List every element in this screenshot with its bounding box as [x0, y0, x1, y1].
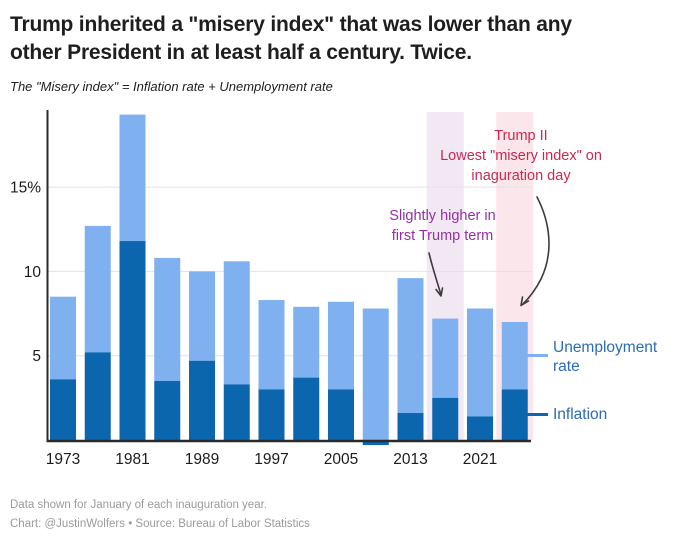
legend-connector-unemployment	[527, 354, 548, 357]
x-axis-labels: 1973 1981 1989 1997 2005 2013 2021	[46, 451, 497, 468]
x-tick-label-1997: 1997	[254, 451, 288, 468]
x-tick-label-2013: 2013	[393, 451, 427, 468]
bar-unemployment-1985	[154, 257, 181, 381]
bar-unemployment-2017	[432, 318, 459, 398]
x-tick-label-1973: 1973	[46, 451, 80, 468]
bar-unemployment-2013	[397, 278, 424, 414]
bar-inflation-2021	[467, 416, 493, 440]
annotation-trump-1: Slightly higher in first Trump term	[389, 208, 496, 244]
chart-subtitle: The "Misery index" = Inflation rate + Un…	[10, 79, 333, 94]
y-tick-label-10: 10	[24, 264, 42, 281]
x-tick-label-1981: 1981	[115, 451, 149, 468]
chart-title: Trump inherited a "misery index" that wa…	[10, 13, 572, 64]
bar-inflation-2001	[293, 377, 320, 440]
legend-connector-inflation	[527, 413, 548, 416]
bar-inflation-1985	[154, 380, 181, 440]
footer: Data shown for January of each inaugurat…	[10, 496, 310, 534]
bar-unemployment-2025	[501, 321, 528, 390]
y-axis-labels: 5 10 15%	[10, 180, 41, 366]
bar-unemployment-1977	[84, 225, 111, 353]
bar-unemployment-1997	[258, 300, 285, 390]
bar-inflation-2009	[362, 440, 389, 446]
bar-inflation-1989	[189, 360, 215, 440]
bar-unemployment-2021	[467, 308, 493, 417]
bar-inflation-2005	[328, 389, 354, 440]
legend-label-unemployment: Unemployment rate	[553, 339, 658, 375]
bar-inflation-2013	[397, 413, 424, 440]
arrow-to-2017-bar	[428, 252, 442, 296]
annotation-trump-2: Trump II Lowest "misery index" on inagur…	[440, 128, 602, 184]
arrow-to-2025-bar	[522, 196, 550, 305]
bar-unemployment-2001	[293, 306, 320, 378]
y-tick-label-15: 15%	[10, 180, 41, 197]
bar-inflation-1977	[84, 352, 111, 440]
footer-credit: Chart: @JustinWolfers • Source: Bureau o…	[10, 518, 310, 530]
arrowhead-2017	[435, 287, 444, 297]
x-tick-label-1989: 1989	[185, 451, 219, 468]
bar-unemployment-1981	[119, 114, 146, 242]
bar-unemployment-2005	[328, 301, 354, 390]
y-tick-label-5: 5	[32, 348, 41, 365]
bar-inflation-1973	[50, 379, 76, 440]
legend-label-inflation: Inflation	[553, 406, 608, 423]
bar-inflation-1981	[119, 241, 146, 440]
bar-unemployment-1993	[223, 261, 250, 385]
bar-unemployment-1989	[189, 271, 215, 361]
bars	[50, 114, 528, 446]
x-tick-label-2005: 2005	[324, 451, 358, 468]
x-tick-label-2021: 2021	[463, 451, 497, 468]
bar-inflation-1997	[258, 389, 285, 440]
bar-unemployment-1973	[50, 296, 76, 380]
annotation-arrows	[428, 196, 550, 307]
bar-inflation-2017	[432, 397, 459, 440]
bar-inflation-2025	[501, 389, 528, 440]
arrowhead-2025	[520, 296, 530, 307]
bar-unemployment-2009	[362, 308, 389, 440]
footer-note: Data shown for January of each inaugurat…	[10, 499, 267, 511]
bar-inflation-1993	[223, 384, 250, 440]
